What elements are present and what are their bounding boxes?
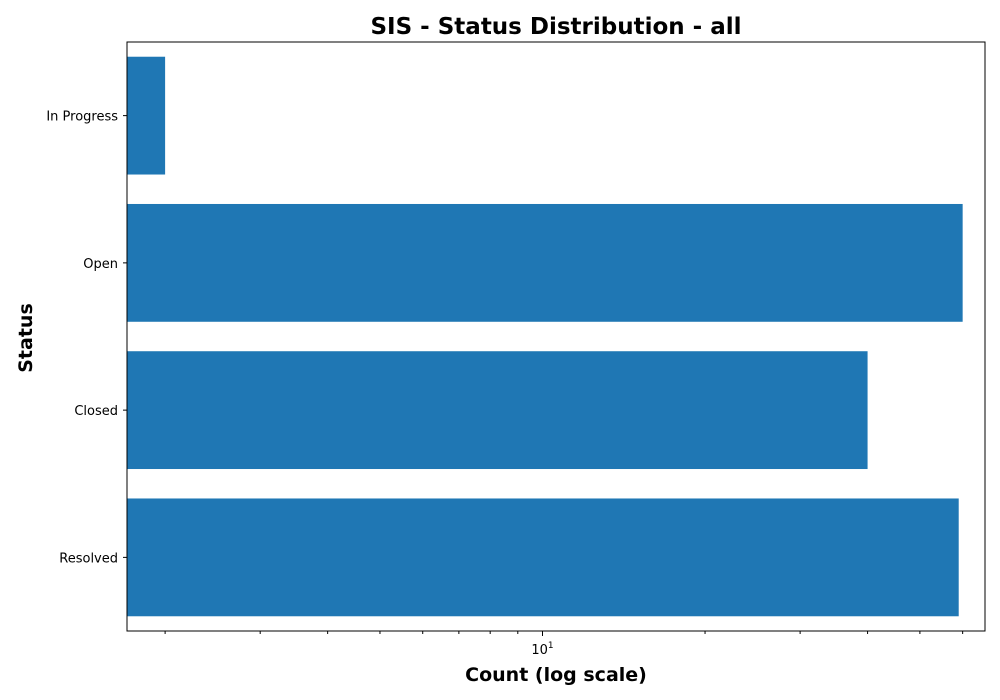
bar-open [127, 203, 963, 322]
y-tick-label: Open [83, 257, 118, 272]
y-tick-label: Resolved [59, 551, 118, 566]
x-axis: 101 [164, 631, 964, 658]
y-tick-label: Closed [74, 404, 118, 419]
bar-closed [127, 351, 868, 470]
chart-title: SIS - Status Distribution - all [370, 14, 741, 40]
y-axis: In Progress Open Closed Resolved [46, 110, 127, 566]
bar-in-progress [127, 56, 166, 175]
bars-group [127, 56, 963, 617]
x-axis-label: Count (log scale) [465, 664, 647, 686]
y-tick-label: In Progress [46, 110, 118, 125]
plot-frame [126, 41, 986, 632]
bar-resolved [127, 498, 959, 617]
y-axis-label: Status [15, 303, 37, 373]
x-tick-label: 101 [531, 641, 553, 658]
